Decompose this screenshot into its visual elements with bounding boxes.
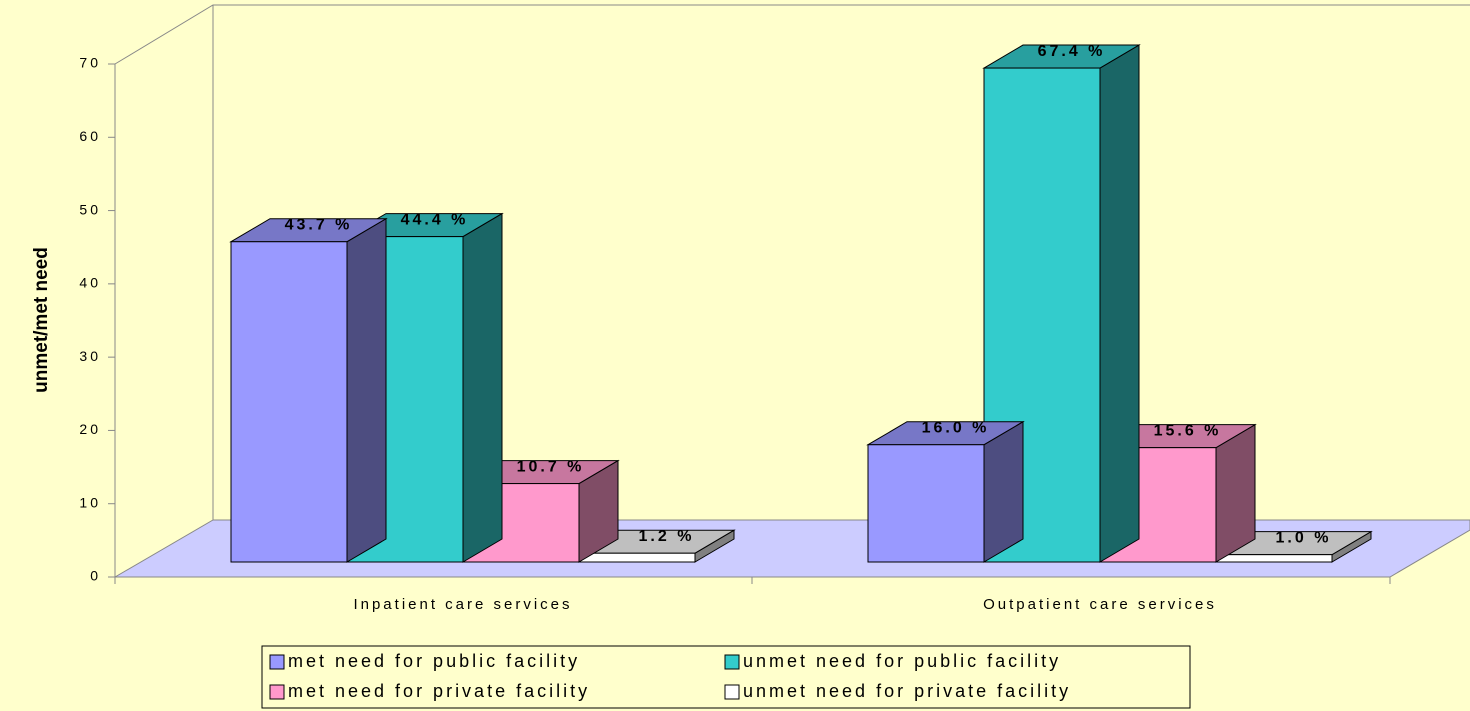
legend-swatch [269, 654, 285, 670]
value-label: 15.6 % [1154, 422, 1222, 439]
bar-side [462, 212, 503, 563]
x-tick-label: Inpatient care services [353, 596, 572, 613]
legend-swatch [724, 684, 740, 700]
bar [230, 241, 348, 563]
bar [1215, 554, 1333, 563]
bar-side [1099, 44, 1140, 563]
bar-side [346, 217, 387, 563]
y-tick-label: 40 [79, 275, 101, 291]
y-tick-label: 50 [79, 201, 101, 217]
y-axis-label: unmet/met need [31, 247, 52, 393]
bar [867, 444, 985, 563]
y-tick-label: 10 [79, 494, 101, 510]
value-label: 10.7 % [517, 458, 585, 475]
value-label: 44.4 % [401, 211, 469, 228]
y-tick-label: 20 [79, 421, 101, 437]
y-tick-label: 30 [79, 348, 101, 364]
value-label: 1.0 % [1276, 529, 1332, 546]
legend-label: met need for private facility [288, 681, 590, 701]
value-label: 67.4 % [1038, 43, 1106, 60]
x-tick-label: Outpatient care services [983, 596, 1217, 613]
bar-side [983, 420, 1024, 563]
bar-side [1215, 423, 1256, 563]
legend-label: unmet need for private facility [743, 681, 1071, 701]
legend-label: met need for public facility [288, 651, 580, 671]
legend-label: unmet need for public facility [743, 651, 1061, 671]
y-tick-label: 70 [79, 55, 101, 71]
bar [578, 552, 696, 563]
y-tick-label: 60 [79, 128, 101, 144]
value-label: 43.7 % [285, 216, 353, 233]
value-label: 1.2 % [639, 528, 695, 545]
legend-swatch [269, 684, 285, 700]
value-label: 16.0 % [922, 419, 990, 436]
back-wall [114, 4, 1470, 65]
legend-swatch [724, 654, 740, 670]
y-tick-label: 0 [90, 568, 101, 584]
